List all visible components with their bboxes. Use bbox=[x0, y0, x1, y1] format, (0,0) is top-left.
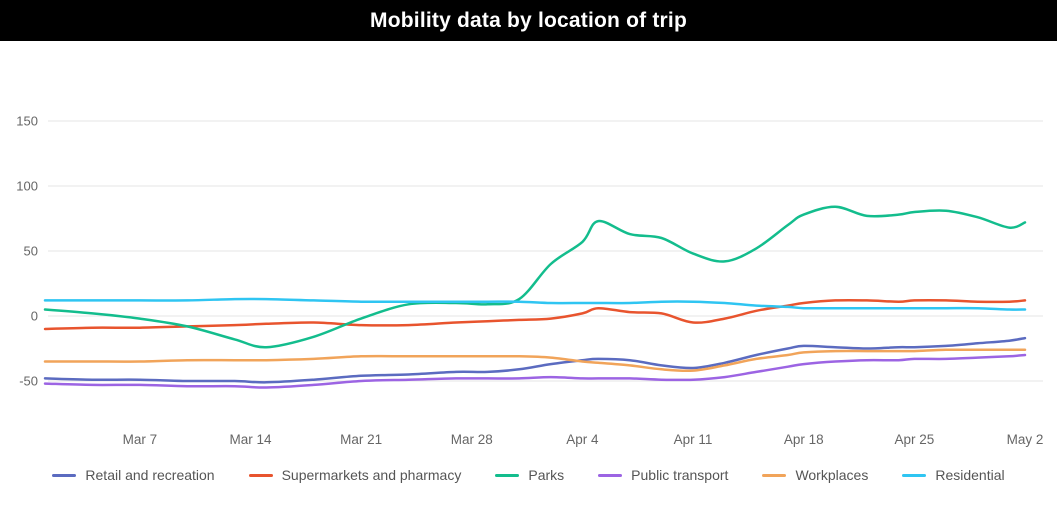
legend-label: Retail and recreation bbox=[85, 467, 215, 483]
legend-item-retail-and-recreation[interactable]: Retail and recreation bbox=[52, 467, 215, 483]
legend-marker-supermarkets-and-pharmacy bbox=[248, 473, 273, 477]
legend-label: Workplaces bbox=[795, 467, 869, 483]
legend-label: Public transport bbox=[631, 467, 729, 483]
x-axis-label: Mar 7 bbox=[123, 432, 158, 447]
x-axis-label: Apr 11 bbox=[674, 432, 713, 447]
x-axis-label: Apr 18 bbox=[784, 432, 824, 447]
legend-item-public-transport[interactable]: Public transport bbox=[598, 467, 728, 483]
legend-label: Parks bbox=[528, 467, 565, 483]
title-bar: Mobility data by location of trip bbox=[0, 0, 1057, 41]
series-line-retail-and-recreation bbox=[43, 336, 1027, 384]
series-line-residential bbox=[43, 297, 1027, 311]
legend: Retail and recreation Supermarkets and ph… bbox=[0, 462, 1057, 488]
legend-marker-parks bbox=[495, 473, 520, 477]
legend-marker-retail-and-recreation bbox=[52, 473, 77, 477]
x-axis-label: Apr 4 bbox=[566, 432, 599, 447]
chart-title: Mobility data by location of trip bbox=[370, 8, 687, 32]
legend-marker-public-transport bbox=[598, 473, 623, 477]
legend-marker-workplaces bbox=[762, 473, 787, 477]
x-axis-label: Mar 21 bbox=[340, 432, 382, 447]
x-axis-label: Mar 14 bbox=[229, 432, 272, 447]
series-line-public-transport bbox=[43, 353, 1027, 389]
series-line-supermarkets-and-pharmacy bbox=[43, 298, 1027, 331]
series-line-workplaces bbox=[43, 348, 1027, 373]
y-axis-label: 100 bbox=[16, 179, 38, 194]
legend-marker-residential bbox=[902, 473, 927, 477]
y-axis-label: -50 bbox=[19, 374, 38, 389]
y-axis-label: 150 bbox=[16, 114, 38, 129]
x-axis-label: Apr 25 bbox=[894, 432, 934, 447]
series-line-parks bbox=[43, 205, 1027, 349]
legend-item-workplaces[interactable]: Workplaces bbox=[762, 467, 868, 483]
legend-label: Residential bbox=[935, 467, 1005, 483]
legend-item-residential[interactable]: Residential bbox=[902, 467, 1005, 483]
legend-label: Supermarkets and pharmacy bbox=[281, 467, 462, 483]
chart-svg: -50 0 50 100 150 Mar 7 Mar 14 Mar 21 Mar 28 Apr 4… bbox=[16, 114, 1044, 448]
y-axis-label: 50 bbox=[24, 244, 38, 259]
x-axis-label: Mar 28 bbox=[451, 432, 493, 447]
x-axis-label: May 2 bbox=[1007, 432, 1044, 447]
chart: -50 0 50 100 150 Mar 7 Mar 14 Mar 21 Mar 28 Apr 4… bbox=[0, 41, 1057, 488]
legend-item-parks[interactable]: Parks bbox=[495, 467, 564, 483]
legend-item-supermarkets-and-pharmacy[interactable]: Supermarkets and pharmacy bbox=[248, 467, 462, 483]
app: Mobility data by location of trip -50 0 50… bbox=[0, 0, 1057, 488]
y-axis-label: 0 bbox=[31, 309, 38, 324]
